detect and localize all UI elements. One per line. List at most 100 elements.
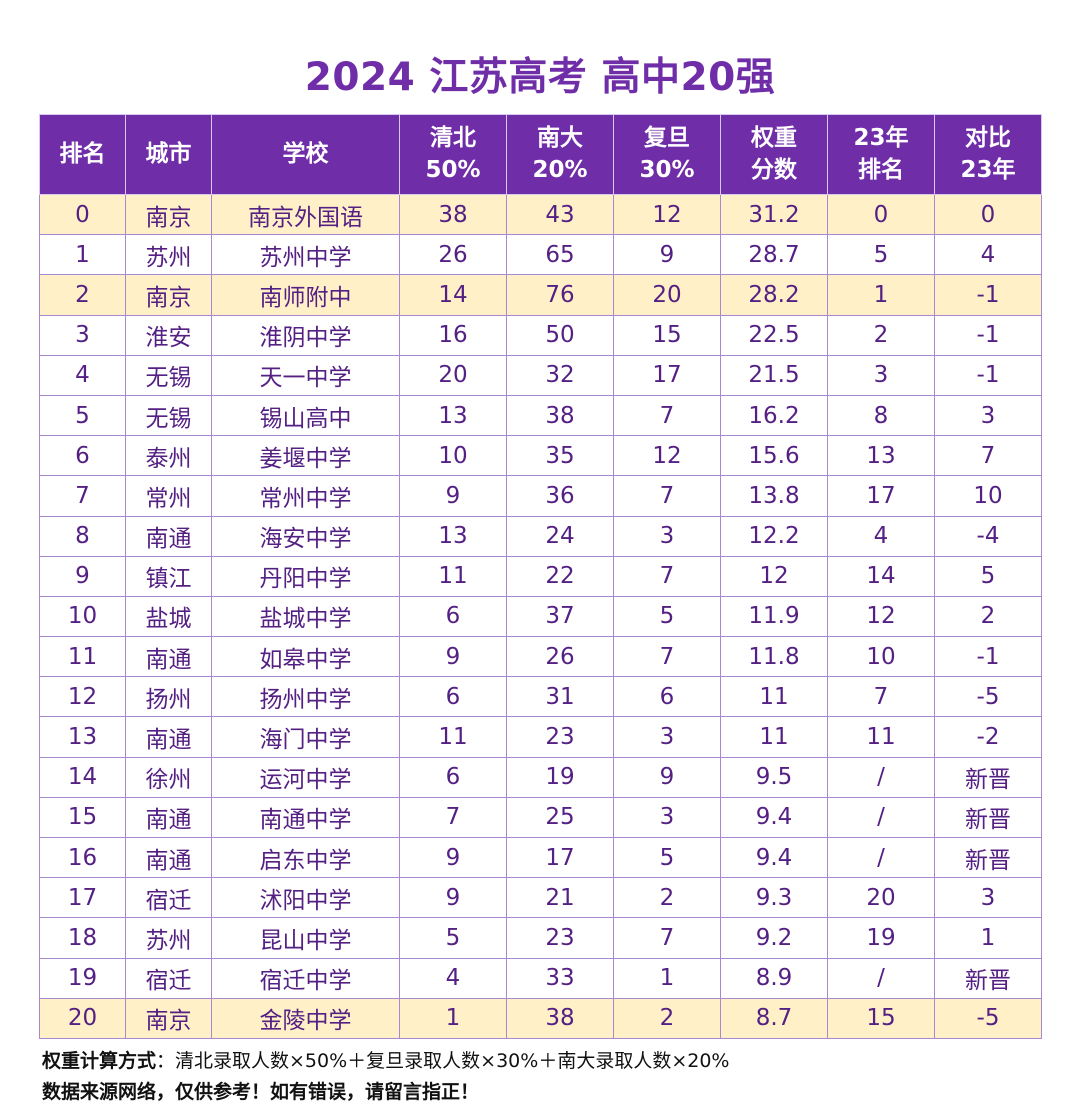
page-title: 2024 江苏高考 高中20强 [304,55,776,100]
rank23-cell: 4 [827,515,935,557]
city-cell: 南通 [125,636,212,678]
column-header-line1: 清北 [430,125,476,152]
diff-cell: 3 [934,394,1042,437]
school-cell: 南师附中 [211,274,400,316]
rank-cell: 11 [39,636,126,678]
diff-cell: 1 [934,917,1042,959]
rank-cell: 16 [39,836,126,879]
school-cell: 金陵中学 [211,997,400,1039]
city-cell: 南通 [125,716,212,758]
rank23-cell: 15 [827,997,935,1039]
school-cell: 宿迁中学 [211,957,400,999]
school-cell: 如皋中学 [211,636,400,678]
table-body: 0 南京 南京外国语 38 43 12 31.2 0 0 1 苏州 苏州中学 26 65 9 28.7 5 4 2 南… [39,193,1042,1039]
fudan-cell: 9 [613,234,721,276]
score-cell: 11.8 [720,636,828,678]
nanda-cell: 17 [506,836,614,879]
column-header: 南大 20% [506,114,614,195]
school-cell: 盐城中学 [211,595,400,638]
column-header-line1: 对比 [965,125,1011,152]
column-header: 清北 50% [399,114,507,195]
diff-cell: -5 [934,997,1042,1039]
diff-cell: 新晋 [934,796,1042,839]
city-cell: 盐城 [125,595,212,638]
fudan-cell: 15 [613,314,721,356]
score-cell: 21.5 [720,354,828,396]
qingbei-cell: 7 [399,796,507,839]
column-header: 对比 23年 [934,114,1042,195]
nanda-cell: 65 [506,234,614,276]
diff-cell: 新晋 [934,957,1042,999]
nanda-cell: 35 [506,435,614,477]
rank-cell: 1 [39,234,126,276]
qingbei-cell: 6 [399,676,507,718]
table-row: 19 宿迁 宿迁中学 4 33 1 8.9/新晋 [39,957,1042,999]
table-header: 排名 城市 学校 清北 50% 南大 20% 复旦 30% 权重 分数 23年 排名 对比 23年 [39,114,1042,195]
city-cell: 无锡 [125,394,212,437]
school-cell: 扬州中学 [211,676,400,718]
table-row: 1 苏州 苏州中学 26 65 9 28.7 5 4 [39,234,1042,276]
qingbei-cell: 1 [399,997,507,1039]
qingbei-cell: 5 [399,917,507,959]
score-cell: 9.4 [720,796,828,839]
city-cell: 苏州 [125,917,212,959]
qingbei-cell: 4 [399,957,507,999]
rank23-cell: 1 [827,274,935,316]
school-cell: 海安中学 [211,515,400,557]
fudan-cell: 5 [613,836,721,879]
nanda-cell: 22 [506,555,614,597]
city-cell: 南通 [125,836,212,879]
table-row: 16 南通 启东中学 9 17 5 9.4/新晋 [39,836,1042,879]
fudan-cell: 7 [613,555,721,597]
table-row: 20 南京 金陵中学 1 38 2 8.7 15 -5 [39,997,1042,1039]
school-cell: 启东中学 [211,836,400,879]
diff-cell: -1 [934,636,1042,678]
column-header-line1: 南大 [537,125,583,152]
fudan-cell: 7 [613,394,721,437]
city-cell: 宿迁 [125,957,212,999]
school-cell: 锡山高中 [211,394,400,437]
score-cell: 8.7 [720,997,828,1039]
rank-cell: 14 [39,756,126,798]
school-cell: 海门中学 [211,716,400,758]
qingbei-cell: 6 [399,756,507,798]
qingbei-cell: 11 [399,716,507,758]
diff-cell: 3 [934,877,1042,919]
fudan-cell: 7 [613,636,721,678]
school-cell: 运河中学 [211,756,400,798]
diff-cell: 新晋 [934,836,1042,879]
column-header-line2: 50% [425,156,481,183]
nanda-cell: 37 [506,595,614,638]
formula-note: 权重计算方式：清北录取人数×50%＋复旦录取人数×30%＋南大录取人数×20% [42,1046,729,1077]
rank23-cell: 5 [827,234,935,276]
column-header-line1: 排名 [59,140,106,167]
column-header: 学校 [211,114,400,195]
column-header-line1: 复旦 [644,125,690,152]
rank-cell: 12 [39,676,126,718]
rank-cell: 20 [39,997,126,1039]
diff-cell: -2 [934,716,1042,758]
column-header-line1: 学校 [282,140,329,167]
fudan-cell: 9 [613,756,721,798]
score-cell: 11 [720,676,828,718]
score-cell: 12 [720,555,828,597]
fudan-cell: 3 [613,515,721,557]
city-cell: 苏州 [125,234,212,276]
rank-cell: 0 [39,193,126,236]
rank-cell: 9 [39,555,126,597]
fudan-cell: 2 [613,997,721,1039]
score-cell: 9.3 [720,877,828,919]
score-cell: 9.4 [720,836,828,879]
school-cell: 昆山中学 [211,917,400,959]
school-cell: 苏州中学 [211,234,400,276]
city-cell: 扬州 [125,676,212,718]
column-header-line2: 20% [532,156,588,183]
table-row: 8 南通 海安中学 13 24 3 12.2 4 -4 [39,515,1042,557]
table-row: 12 扬州 扬州中学 6 31 6 11 7 -5 [39,676,1042,718]
ranking-table: 排名 城市 学校 清北 50% 南大 20% 复旦 30% 权重 分数 23年 排名 对比 23年 0 南京南… [39,114,1042,1039]
fudan-cell: 7 [613,917,721,959]
school-cell: 淮阴中学 [211,314,400,356]
rank23-cell: 11 [827,716,935,758]
column-header: 复旦 30% [613,114,721,195]
